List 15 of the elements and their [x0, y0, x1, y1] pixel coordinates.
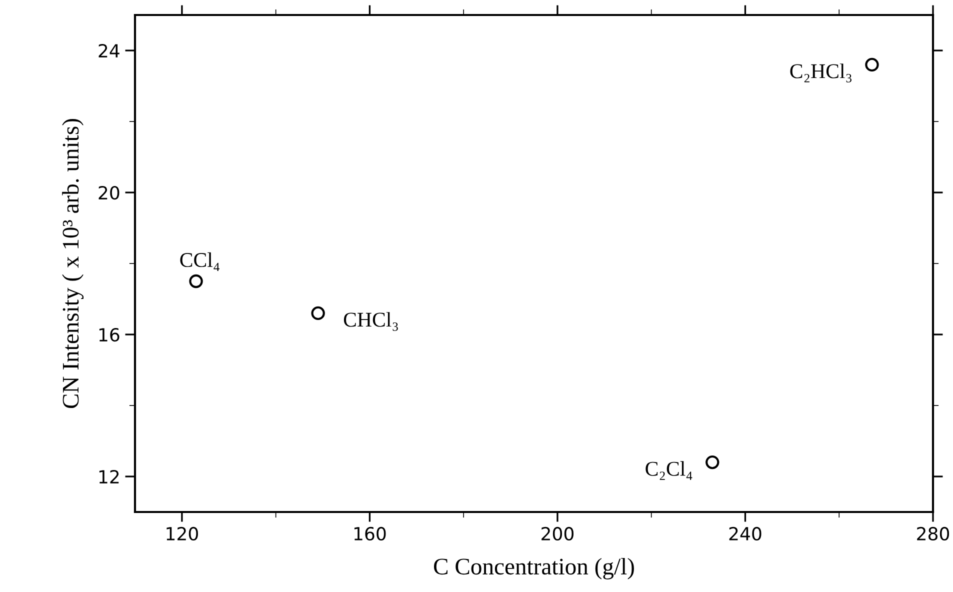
x-tick-label: 160 [354, 526, 386, 541]
annotation: CCl₄ [180, 252, 220, 272]
x-tick-label: 200 [542, 526, 574, 541]
y-tick-label: 24 [98, 44, 120, 58]
x-tick-label: 120 [166, 526, 198, 541]
x-tick-label: 240 [729, 526, 762, 541]
annotation: C₂HCl₃ [790, 64, 852, 82]
x-tick-label: 280 [917, 526, 950, 541]
y-tick-label: 20 [98, 186, 120, 200]
y-axis-title: CN Intensity ( x 10³ arb. units) [62, 119, 84, 408]
y-tick-label: 12 [99, 470, 119, 484]
annotation: C₂Cl₄ [646, 461, 692, 480]
x-axis-title: C Concentration (g/l) [434, 558, 634, 580]
annotation: CHCl₃ [344, 312, 398, 331]
y-tick-label: 16 [99, 328, 120, 342]
